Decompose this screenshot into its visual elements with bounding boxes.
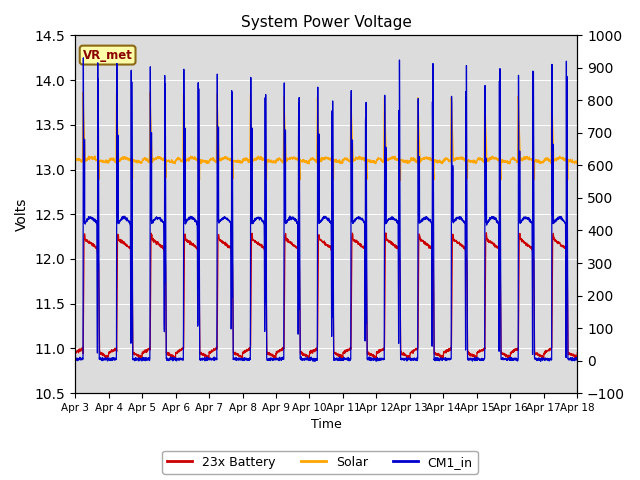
Legend: 23x Battery, Solar, CM1_in: 23x Battery, Solar, CM1_in	[163, 451, 477, 474]
Text: VR_met: VR_met	[83, 48, 132, 61]
Title: System Power Voltage: System Power Voltage	[241, 15, 412, 30]
X-axis label: Time: Time	[311, 419, 342, 432]
Y-axis label: Volts: Volts	[15, 198, 29, 231]
